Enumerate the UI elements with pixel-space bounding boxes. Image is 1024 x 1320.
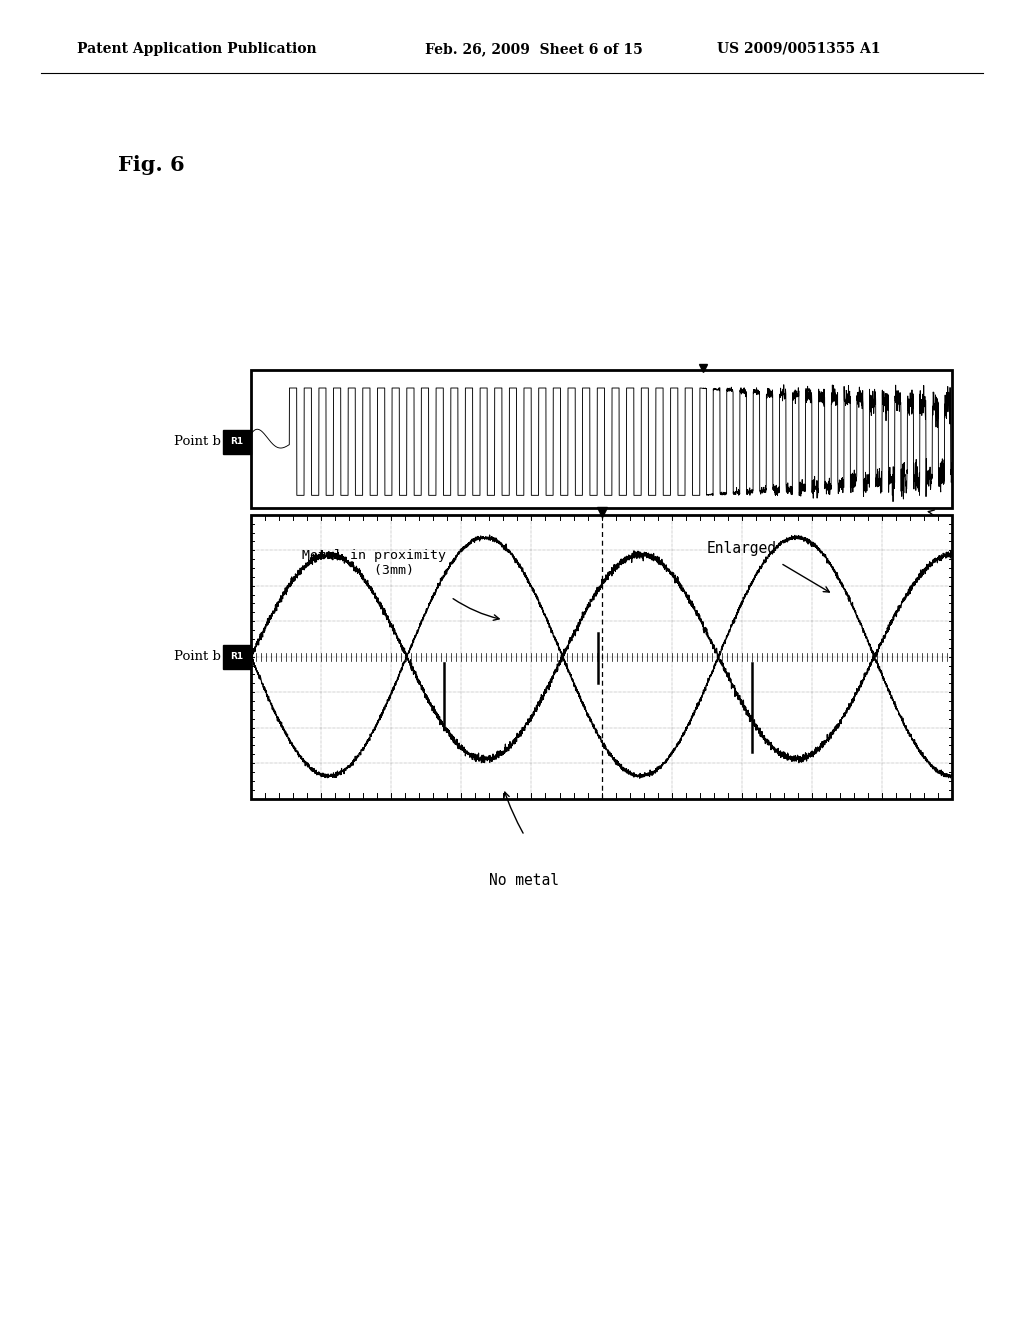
Text: US 2009/0051355 A1: US 2009/0051355 A1 xyxy=(717,42,881,55)
Text: Enlarged: Enlarged xyxy=(707,541,777,556)
Bar xyxy=(251,515,952,799)
Text: R1: R1 xyxy=(230,652,244,661)
Bar xyxy=(251,370,952,508)
Text: Fig. 6: Fig. 6 xyxy=(118,154,184,176)
Text: R1: R1 xyxy=(230,437,244,446)
Text: Feb. 26, 2009  Sheet 6 of 15: Feb. 26, 2009 Sheet 6 of 15 xyxy=(425,42,643,55)
Text: Point b: Point b xyxy=(174,651,221,663)
Text: No metal: No metal xyxy=(489,873,559,888)
Text: Metal in proximity
     (3mm): Metal in proximity (3mm) xyxy=(302,549,445,577)
Text: Patent Application Publication: Patent Application Publication xyxy=(77,42,316,55)
Bar xyxy=(223,644,251,668)
Text: Point b: Point b xyxy=(174,436,221,449)
Bar xyxy=(223,430,251,454)
